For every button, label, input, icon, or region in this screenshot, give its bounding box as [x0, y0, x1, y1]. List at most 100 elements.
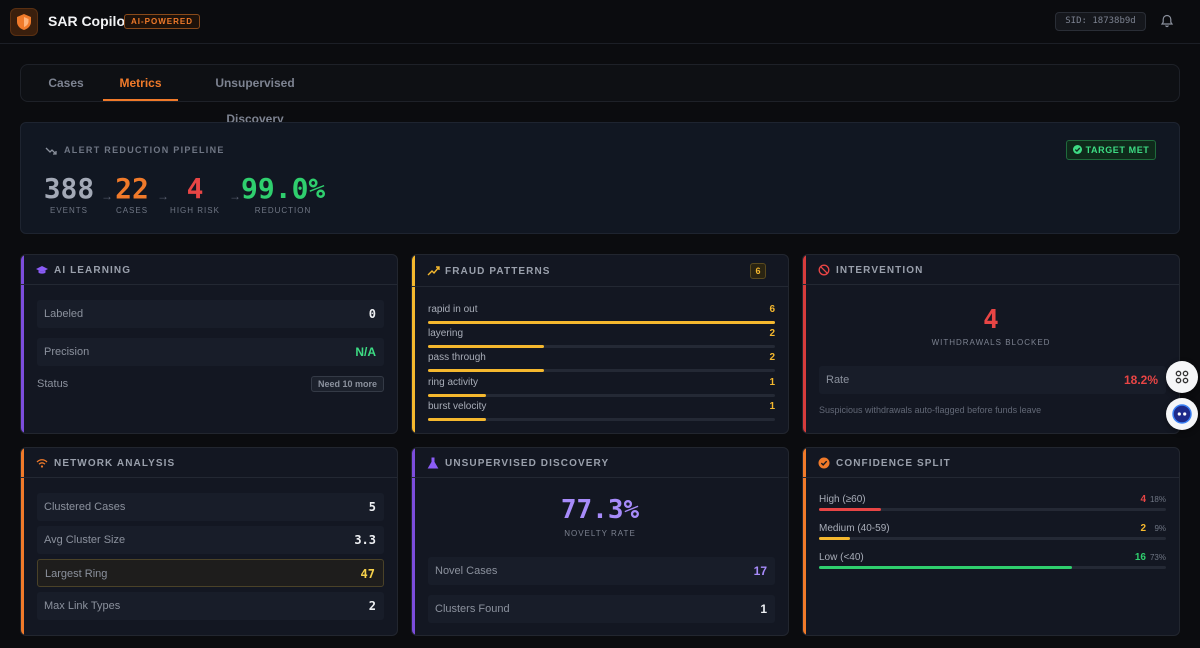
pattern-label: ring activity [428, 377, 479, 388]
confidence-split-card: CONFIDENCE SPLIT High (≥60) 4 18% Medium (4… [802, 447, 1180, 636]
card-title: CONFIDENCE SPLIT [836, 458, 951, 469]
row-value: N/A [355, 345, 376, 359]
wifi-icon [36, 457, 48, 469]
confidence-bar-fill [819, 566, 1073, 569]
command-icon [1175, 370, 1189, 384]
confidence-percent: 73% [1149, 553, 1166, 562]
confidence-label: High (≥60) [819, 494, 866, 505]
check-circle-icon [818, 457, 830, 469]
confidence-bar-fill [819, 508, 882, 511]
metric-cases: 22 CASES [115, 172, 149, 216]
pattern-bar-fill [428, 418, 486, 421]
trending-down-icon [45, 145, 57, 157]
metric-high-risk: 4 HIGH RISK [169, 172, 221, 216]
pattern-count: 1 [769, 401, 775, 412]
pipeline-title: ALERT REDUCTION PIPELINE [64, 145, 225, 155]
metric-events: 388 EVENTS [43, 172, 95, 216]
trending-up-icon [427, 265, 440, 277]
app-title: SAR Copilot [48, 13, 130, 29]
card-title: FRAUD PATTERNS [445, 266, 551, 277]
card-title: INTERVENTION [836, 265, 924, 276]
tab-unsupervised-discovery[interactable]: Unsupervised Discovery [215, 76, 295, 126]
assistant-bot-button[interactable] [1166, 398, 1198, 430]
row-label: Precision [44, 346, 90, 358]
arrow-right-icon: → [157, 189, 169, 203]
check-circle-icon [1072, 145, 1082, 154]
session-id-badge: SID: 18738b9d [1055, 12, 1146, 31]
pattern-count: 2 [769, 352, 775, 363]
pattern-bar-fill [428, 345, 544, 348]
clusters-found-row: Clusters Found 1 [428, 595, 775, 623]
confidence-bar-fill [819, 537, 851, 540]
ban-icon [818, 264, 830, 276]
row-label: Largest Ring [45, 568, 108, 580]
confidence-label: Low (<40) [819, 552, 864, 563]
confidence-label: Medium (40-59) [819, 523, 890, 534]
network-row: Clustered Cases 5 [37, 493, 384, 521]
row-label: Clusters Found [435, 603, 510, 615]
confidence-count: 16 [1134, 552, 1146, 563]
metric-reduction-value: 99.0% [241, 172, 326, 205]
precision-row: Precision N/A [37, 338, 384, 366]
row-label: Novel Cases [435, 565, 498, 577]
rate-row: Rate 18.2% [819, 366, 1166, 394]
metric-reduction-label: REDUCTION [254, 206, 312, 215]
network-row-highlighted[interactable]: Largest Ring 47 [37, 559, 384, 587]
confidence-percent: 9% [1154, 524, 1166, 533]
status-row: Status Need 10 more [37, 373, 384, 395]
metric-high-risk-value: 4 [186, 172, 204, 205]
intervention-note: Suspicious withdrawals auto-flagged befo… [819, 405, 1042, 415]
row-label: Max Link Types [44, 600, 121, 612]
confidence-count: 4 [1140, 494, 1146, 505]
novelty-rate-label: NOVELTY RATE [564, 529, 636, 538]
pattern-count-badge: 6 [750, 263, 766, 279]
novel-cases-row: Novel Cases 17 [428, 557, 775, 585]
target-met-badge: TARGET MET [1066, 140, 1156, 160]
row-value: 2 [368, 599, 376, 613]
pattern-bar-track [428, 345, 775, 348]
arrow-right-icon: → [229, 189, 241, 203]
unsupervised-discovery-card: UNSUPERVISED DISCOVERY 77.3% NOVELTY RAT… [411, 447, 789, 636]
confidence-bar-track [819, 566, 1166, 569]
pattern-count: 1 [769, 377, 775, 388]
bot-face-icon [1172, 404, 1192, 424]
pattern-bar-fill [428, 321, 775, 324]
metric-events-label: EVENTS [49, 206, 88, 215]
pattern-label: pass through [428, 352, 486, 363]
pattern-bar-track [428, 418, 775, 421]
row-value: 0 [368, 307, 376, 321]
pattern-bar-track [428, 394, 775, 397]
network-row: Avg Cluster Size 3.3 [37, 526, 384, 554]
alert-reduction-pipeline: ALERT REDUCTION PIPELINE TARGET MET 388 … [20, 122, 1180, 234]
metric-reduction: 99.0% REDUCTION [241, 172, 326, 216]
pattern-count: 2 [769, 328, 775, 339]
confidence-bar-track [819, 537, 1166, 540]
apps-grid-button[interactable] [1166, 361, 1198, 393]
row-label: Avg Cluster Size [44, 534, 126, 546]
tab-metrics[interactable]: Metrics [103, 65, 178, 101]
pattern-label: layering [428, 328, 464, 339]
metric-cases-value: 22 [115, 172, 149, 205]
bell-icon[interactable] [1160, 14, 1174, 28]
pattern-count: 6 [769, 304, 775, 315]
tab-cases[interactable]: Cases [48, 76, 84, 90]
row-value: 47 [360, 567, 375, 581]
ai-learning-card: AI LEARNING Labeled 0 Precision N/A Stat… [20, 254, 398, 434]
graduation-cap-icon [36, 264, 48, 276]
card-title: AI LEARNING [54, 265, 132, 276]
ai-powered-badge: AI-POWERED [124, 14, 200, 29]
row-value: 5 [368, 500, 376, 514]
main-tabs: Cases Metrics Unsupervised Discovery [20, 64, 1180, 126]
metric-cases-label: CASES [115, 206, 149, 215]
status-badge: Need 10 more [310, 376, 384, 392]
row-value: 18.2% [1123, 373, 1158, 387]
row-label: Rate [826, 374, 850, 386]
blocked-count: 4 [983, 305, 999, 335]
shield-logo-icon [10, 8, 38, 36]
row-label: Labeled [44, 308, 84, 320]
network-row: Max Link Types 2 [37, 592, 384, 620]
confidence-bar-track [819, 508, 1166, 511]
confidence-percent: 18% [1149, 495, 1166, 504]
metric-events-value: 388 [43, 172, 95, 205]
network-analysis-card: NETWORK ANALYSIS Clustered Cases 5 Avg C… [20, 447, 398, 636]
